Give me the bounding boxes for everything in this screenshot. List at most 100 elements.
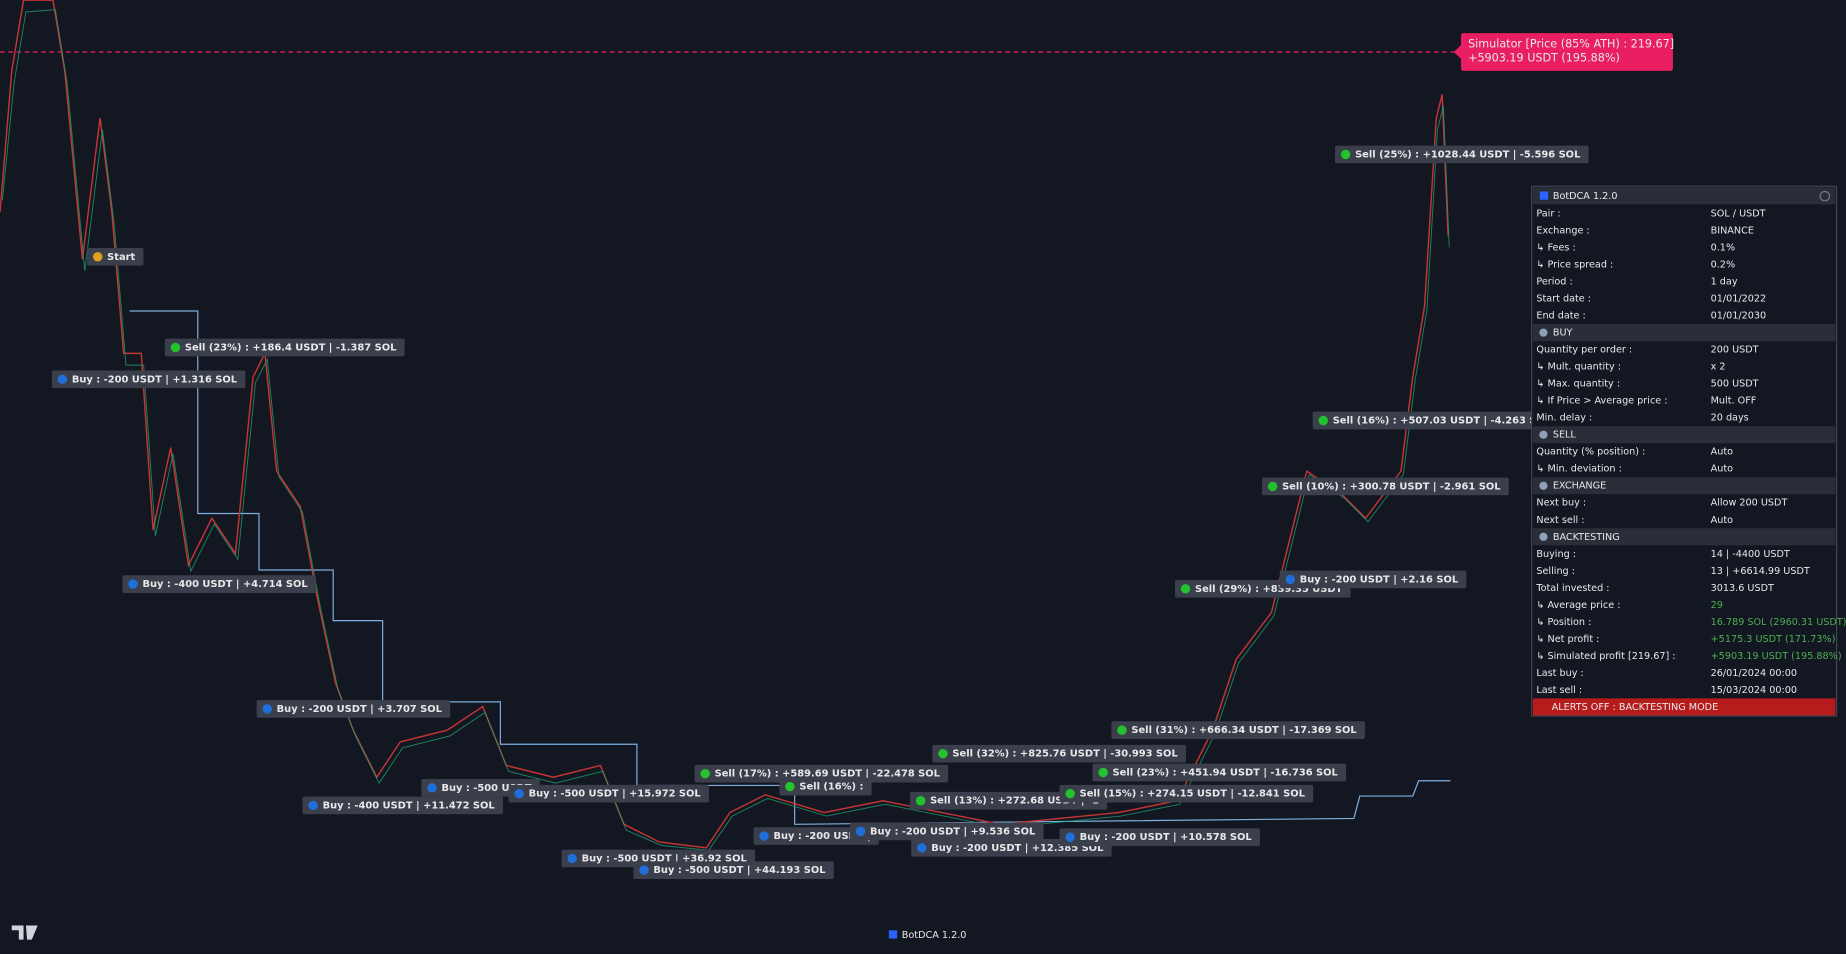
row-value: 16.789 SOL (2960.31 USDT) [1711,617,1846,628]
row-label: Pair : [1536,209,1560,220]
trade-label: Buy : -200 USDT | [753,827,879,845]
label-text: Buy : -400 USDT | +11.472 SOL [323,800,496,811]
simulator-text: Simulator [Price (85% ATH) : 219.67] [1468,37,1674,50]
trade-label: Sell (16%) : +507.03 USDT | -4.263 SOL [1312,411,1560,430]
settings-icon[interactable] [1819,190,1831,202]
trade-label: Start [87,248,144,266]
label-dot [759,831,769,841]
section-header [1532,528,1836,546]
label-box [122,575,316,593]
label-text: Buy : -200 USDT | +9.536 SOL [870,826,1036,837]
row-value: 15/03/2024 00:00 [1711,685,1797,696]
label-text: Buy : -200 USDT | +2.16 SOL [1300,574,1459,585]
row-value: 500 USDT [1711,379,1759,390]
label-dot [1267,481,1278,492]
row-label: Last sell : [1536,685,1582,696]
row-label: Buying : [1536,549,1576,560]
row-value: 200 USDT [1711,345,1759,356]
simulator-label: Simulator [Price (85% ATH) : 219.67] +59… [1453,33,1674,71]
row-value: +5903.19 USDT (195.88%) [1711,651,1842,662]
label-box [164,338,405,357]
label-text: Start [107,252,135,263]
trade-label: Buy : -500 USDT | +15.972 SOL [508,784,709,803]
label-dot [915,796,926,806]
label-box [850,822,1044,841]
label-text: Buy : -400 USDT | +4.714 SOL [142,579,308,590]
row-value: 01/01/2030 [1711,311,1767,322]
row-value: Auto [1711,447,1733,458]
trade-label: Sell (15%) : +274.15 USDT | -12.841 SOL [1059,784,1314,803]
row-value: 3013.6 USDT [1711,583,1774,594]
trade-label: Buy : -200 USDT | +10.578 SOL [1059,828,1260,847]
row-value: 26/01/2024 00:00 [1711,668,1797,679]
trade-label: Sell (17%) : +589.69 USDT | -22.478 SOL [694,764,949,783]
trade-label: Buy : -200 USDT | +2.16 SOL [1279,570,1467,589]
row-value: Allow 200 USDT [1711,498,1788,509]
row-value: BINANCE [1711,226,1754,237]
row-label: Start date : [1536,294,1591,305]
label-text: Sell (23%) : +451.94 USDT | -16.736 SOL [1113,768,1339,779]
row-label: ↳ Position : [1536,617,1591,628]
trade-label: Buy : -400 USDT | +4.714 SOL [122,575,316,593]
label-dot [1098,767,1108,778]
label-dot [262,704,272,714]
row-label: ↳ Net profit : [1536,634,1599,645]
trade-label: Sell (23%) : +451.94 USDT | -16.736 SOL [1092,763,1347,782]
label-dot [785,781,795,792]
trade-label: Sell (32%) : +825.76 USDT | -30.993 SOL [932,744,1186,763]
price-line [0,0,1449,849]
section-icon [1539,532,1548,541]
row-label: ↳ Simulated profit [219.67] : [1536,651,1675,662]
row-value: 29 [1711,600,1723,611]
row-label: Next buy : [1536,498,1586,509]
label-dot [57,374,68,384]
label-box [1335,145,1589,164]
label-box [1092,763,1347,782]
label-box [1312,411,1560,430]
row-value: SOL / USDT [1711,209,1766,220]
row-value: 20 days [1711,413,1749,424]
row-label: Selling : [1536,566,1575,577]
row-label: ↳ Average price : [1536,600,1620,611]
label-box [753,827,879,845]
label-text: Buy : -200 USDT | +3.707 SOL [277,704,443,715]
panel-frame [1531,185,1838,717]
section-icon [1539,430,1548,439]
label-box [1059,784,1314,803]
label-text: Sell (16%) : +507.03 USDT | -4.263 SOL [1333,415,1552,426]
section-title: SELL [1553,430,1577,441]
simulator-box [1461,33,1673,71]
trade-label: Sell (16%) : [779,777,872,796]
label-dot [427,783,437,793]
trade-label: Buy : -400 USDT | +11.472 SOL [302,796,503,815]
section-icon [1539,328,1548,337]
label-dot [855,826,866,837]
label-box [633,861,834,880]
row-label: Next sell : [1536,515,1584,526]
row-label: Min. delay : [1536,413,1592,424]
indicator-name: BotDCA 1.2.0 [902,930,967,941]
logo[interactable] [11,925,38,940]
label-text: Sell (16%) : [799,782,863,793]
label-box [508,784,709,803]
row-label: ↳ Price spread : [1536,260,1613,271]
label-box [779,777,872,796]
trade-label: Sell (25%) : +1028.44 USDT | -5.596 SOL [1335,145,1589,164]
label-box [910,791,1108,810]
label-box [1279,570,1467,589]
label-dot [567,853,577,864]
row-label: Quantity per order : [1536,345,1632,356]
alert-bar [1532,698,1836,716]
label-dot [1065,788,1075,799]
label-dot [308,800,318,811]
row-label: Quantity (% position) : [1536,447,1645,458]
label-text: Buy : -200 USDT | +12.385 SOL [931,843,1104,854]
row-label: Total invested : [1535,583,1609,594]
trade-label: Sell (23%) : +186.4 USDT | -1.387 SOL [164,338,405,357]
row-value: Mult. OFF [1711,396,1757,407]
label-text: Buy : -500 USDT | +36.92 SOL [582,853,748,864]
label-dot [514,788,524,799]
section-title: EXCHANGE [1553,481,1606,492]
label-text: Buy : -200 USDT | [773,831,870,842]
